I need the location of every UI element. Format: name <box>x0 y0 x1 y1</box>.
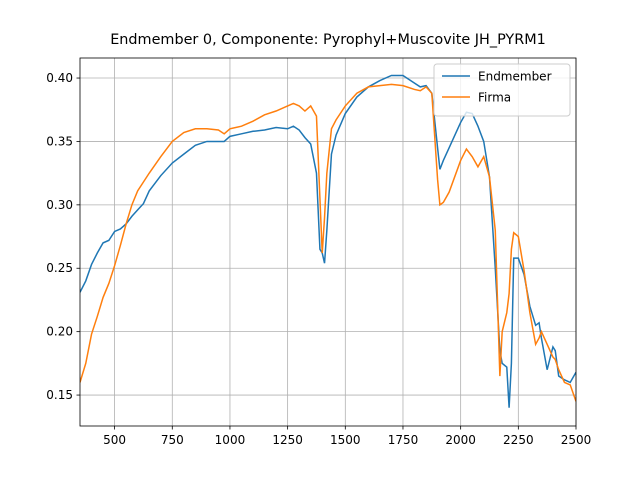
series-line <box>80 83 576 402</box>
y-tick-label: 0.40 <box>46 71 73 85</box>
axes-frame <box>79 57 577 427</box>
y-tick-label: 0.35 <box>46 134 73 148</box>
x-tick-label: 750 <box>161 433 184 447</box>
x-tick-label: 500 <box>103 433 126 447</box>
x-tick-label: 2500 <box>561 433 592 447</box>
legend-label: Endmember <box>478 70 552 84</box>
legend-box <box>433 63 571 117</box>
legend: Endmember Firma <box>433 63 571 117</box>
y-tick-label: 0.30 <box>46 198 73 212</box>
y-tick-label: 0.15 <box>46 388 73 402</box>
series-line <box>80 74 576 408</box>
x-tick-label: 2000 <box>445 433 476 447</box>
x-tick-label: 1500 <box>330 433 361 447</box>
legend-label: Firma <box>478 91 511 105</box>
x-tick-label: 2250 <box>503 433 534 447</box>
chart-title: Endmember 0, Componente: Pyrophyl+Muscov… <box>110 32 546 48</box>
x-tick-label: 1750 <box>388 433 419 447</box>
y-tick-label: 0.25 <box>46 261 73 275</box>
x-tick-label: 1000 <box>215 433 246 447</box>
x-tick-label: 1250 <box>272 433 303 447</box>
y-tick-label: 0.20 <box>46 325 73 339</box>
